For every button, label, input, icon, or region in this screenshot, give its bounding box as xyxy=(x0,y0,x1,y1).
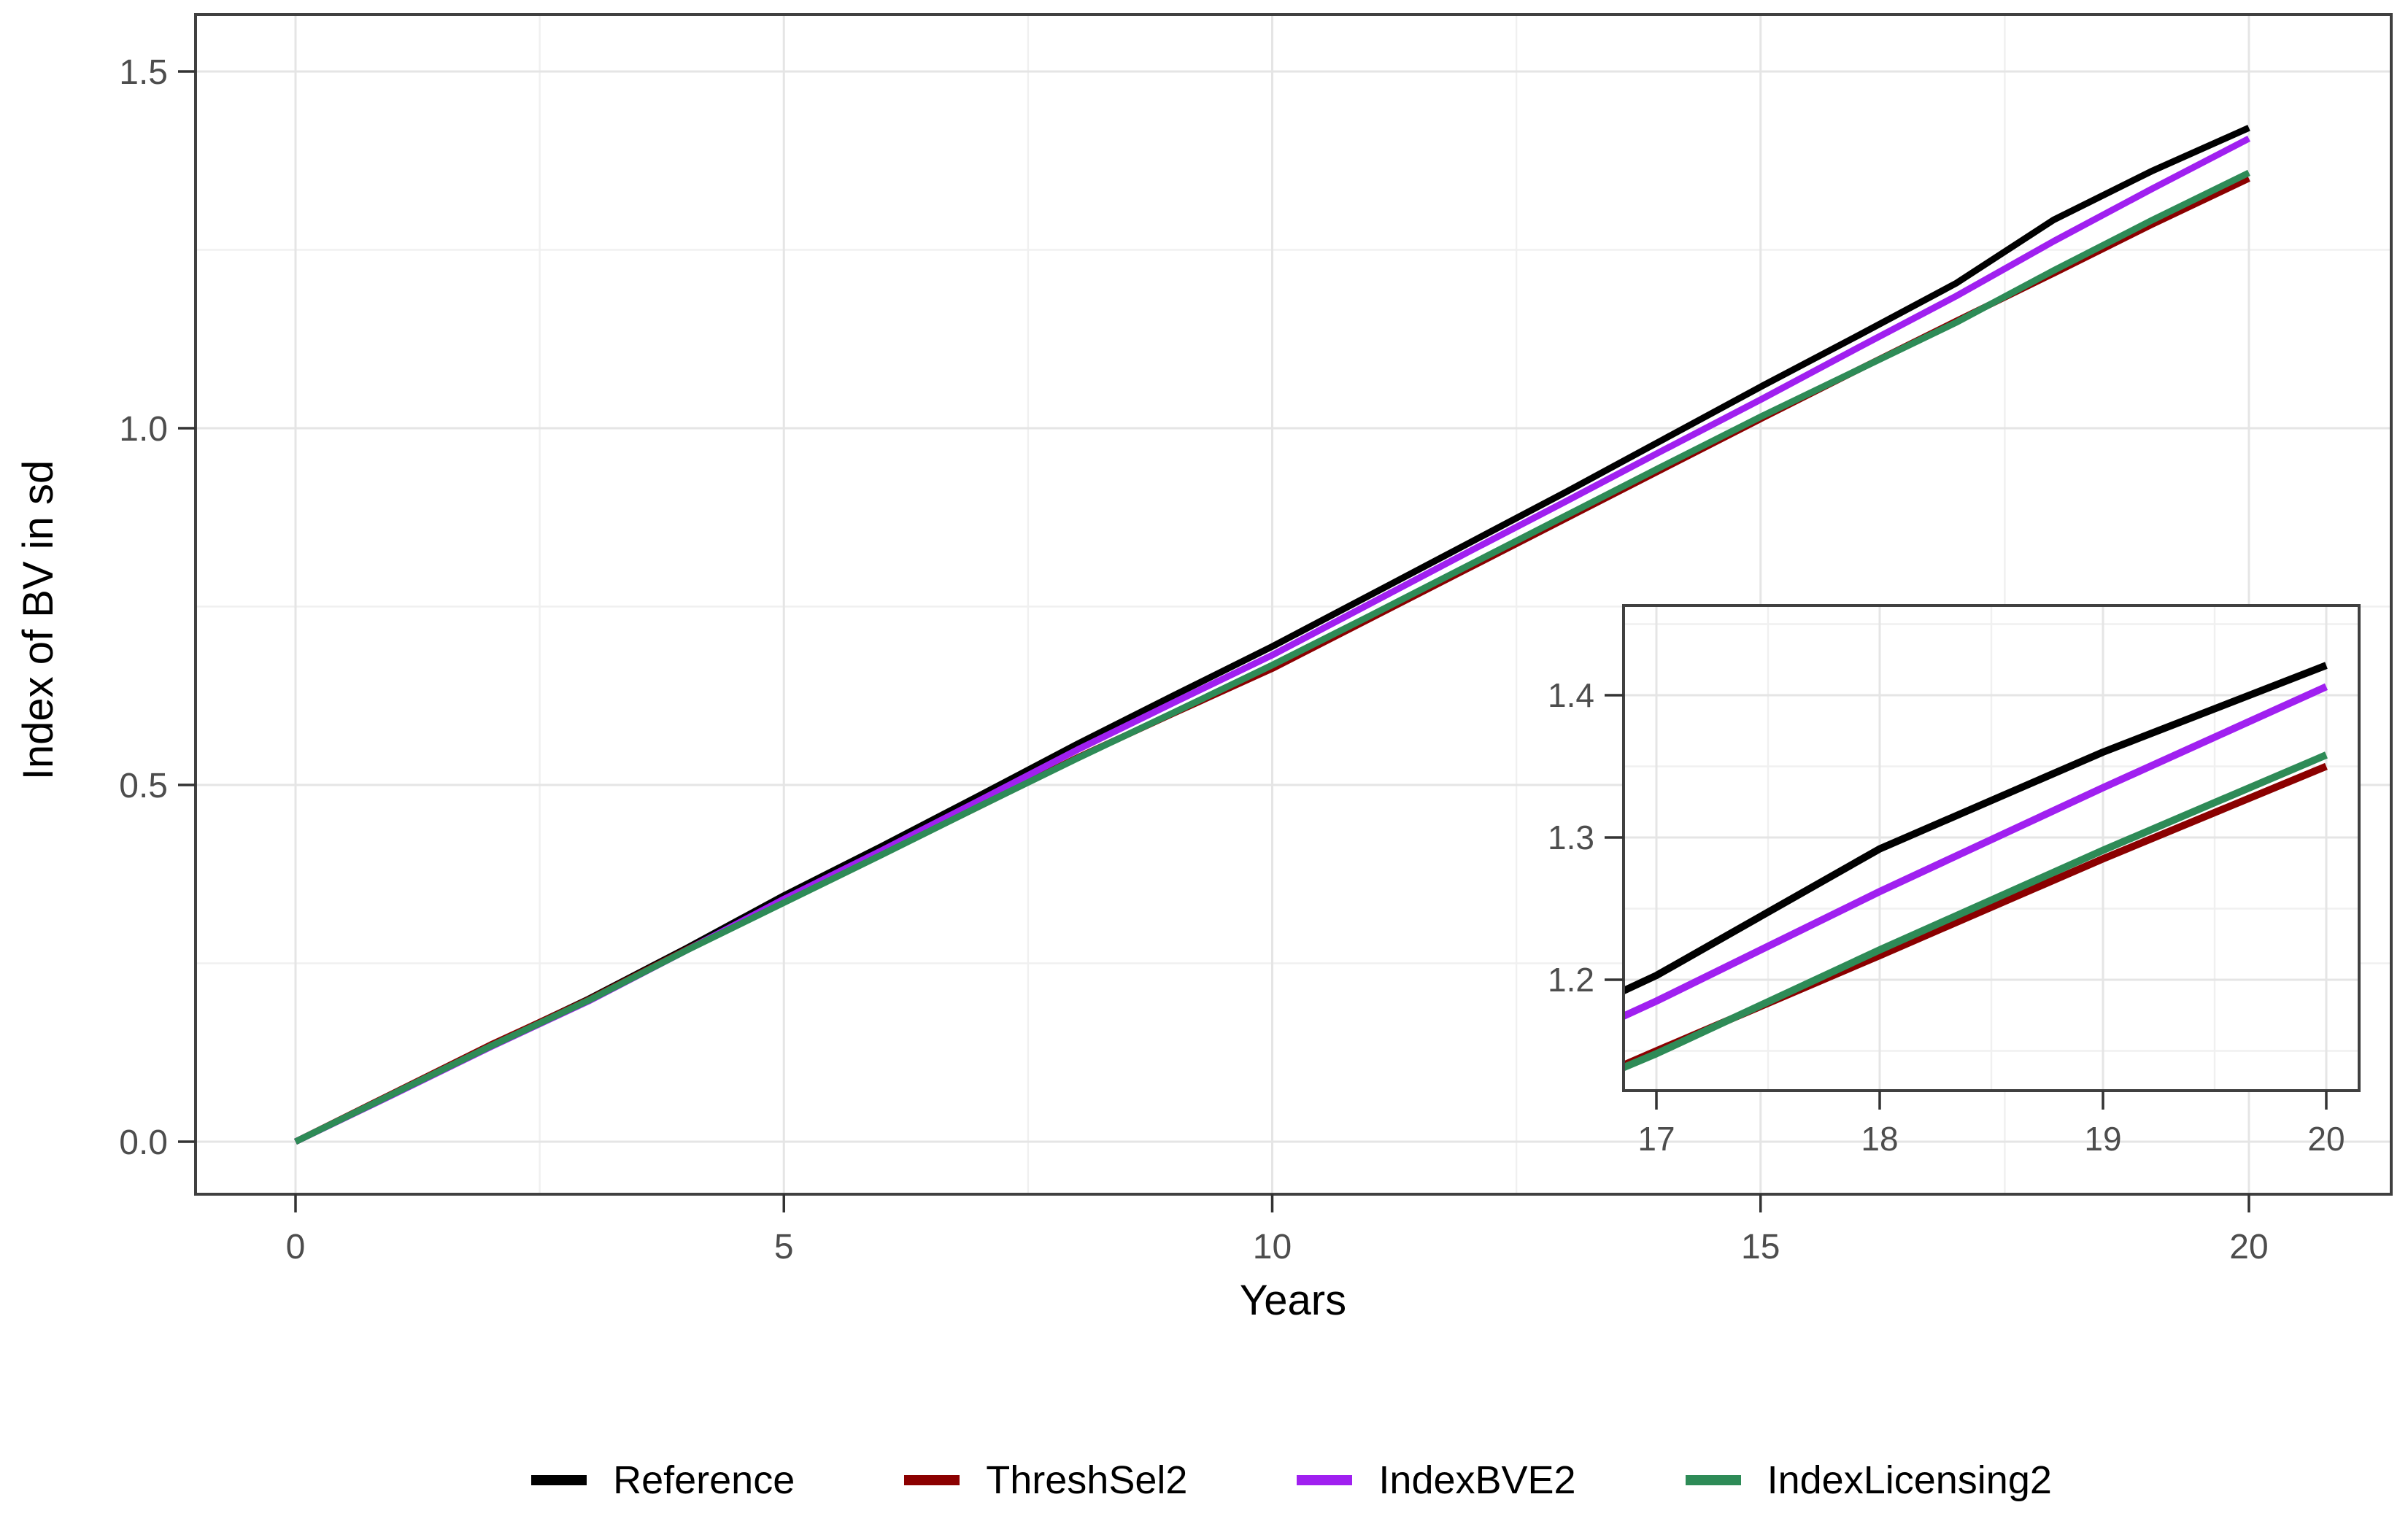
inset-y-axis-tick-label: 1.4 xyxy=(1548,676,1594,714)
y-axis-tick-label: 1.0 xyxy=(119,410,168,449)
x-axis-tick-label: 15 xyxy=(1741,1228,1780,1266)
y-axis-tick-label: 1.5 xyxy=(119,53,168,92)
inset-y-axis-tick-label: 1.2 xyxy=(1548,961,1594,999)
inset-x-axis-tick-label: 18 xyxy=(1861,1120,1898,1158)
main-axis-ticks-labels: 0 5 10 15 20 0.0 0.5 1.0 1.5 xyxy=(119,53,2268,1266)
inset-y-axis-tick-label: 1.3 xyxy=(1548,819,1594,856)
inset-panel-border xyxy=(1622,604,2361,1092)
x-axis-tick-label: 0 xyxy=(286,1228,306,1266)
main-series-lines xyxy=(293,125,2251,1145)
inset-series-line-IndexBVE2 xyxy=(1624,683,2328,1021)
legend-label-reference: Reference xyxy=(613,1458,795,1502)
inset-x-axis-tick-label: 19 xyxy=(2084,1120,2121,1158)
legend-item-threshsel2: ThreshSel2 xyxy=(904,1460,1187,1500)
y-axis-tick-label: 0.0 xyxy=(119,1123,168,1162)
x-axis-tick-label: 5 xyxy=(774,1228,794,1266)
legend-label-indexlicensing2: IndexLicensing2 xyxy=(1767,1458,2052,1502)
inset-plot-panel: 17 18 19 20 1.2 1.3 1.4 xyxy=(1548,604,2361,1158)
legend-key-line-threshsel2 xyxy=(904,1475,960,1485)
legend-label-indexbve2: IndexBVE2 xyxy=(1378,1458,1576,1502)
legend-key-line-indexbve2 xyxy=(1297,1475,1353,1485)
y-axis-tick-label: 0.5 xyxy=(119,767,168,805)
inset-x-axis-tick-label: 17 xyxy=(1637,1120,1675,1158)
legend-key-line-reference xyxy=(531,1475,587,1485)
series-line-IndexLicensing2 xyxy=(294,169,2250,1145)
inset-series-line-ThreshSel2 xyxy=(1624,762,2328,1069)
y-axis-title: Index of BV in sd xyxy=(15,460,62,780)
main-panel-border xyxy=(194,13,2393,1196)
legend-item-reference: Reference xyxy=(531,1460,795,1500)
inset-x-axis-tick-label: 20 xyxy=(2307,1120,2345,1158)
inset-axis-ticks-labels: 17 18 19 20 1.2 1.3 1.4 xyxy=(1548,676,2345,1158)
inset-series-line-Reference xyxy=(1624,662,2328,995)
x-axis-tick-label: 20 xyxy=(2229,1228,2268,1266)
inset-series-line-IndexLicensing2 xyxy=(1624,751,2328,1072)
legend: Reference ThreshSel2 IndexBVE2 IndexLice… xyxy=(175,1460,2408,1500)
legend-label-threshsel2: ThreshSel2 xyxy=(986,1458,1188,1502)
inset-series-lines xyxy=(1624,662,2328,1072)
legend-item-indexlicensing2: IndexLicensing2 xyxy=(1685,1458,2052,1502)
x-axis-tick-label: 10 xyxy=(1253,1228,1292,1266)
x-axis-title: Years xyxy=(1240,1277,1346,1324)
legend-item-indexbve2: IndexBVE2 xyxy=(1297,1458,1576,1502)
legend-key-line-indexlicensing2 xyxy=(1685,1475,1741,1485)
